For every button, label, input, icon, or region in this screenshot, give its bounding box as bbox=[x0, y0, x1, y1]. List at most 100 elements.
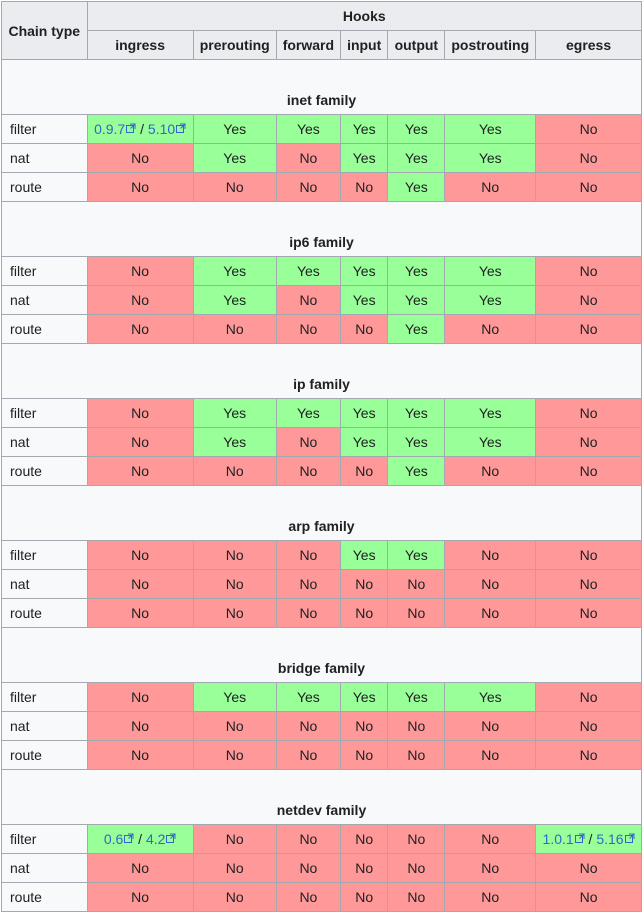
version-link[interactable]: 1.0.1 bbox=[543, 831, 585, 847]
support-cell-egress: No bbox=[535, 740, 642, 770]
table-row: route No No No No No No No bbox=[1, 598, 642, 628]
support-cell-postrouting: Yes bbox=[444, 285, 537, 315]
version-separator: / bbox=[136, 121, 148, 137]
support-cell-ingress: No bbox=[86, 398, 194, 428]
support-cell-egress: No bbox=[535, 398, 642, 428]
support-cell-output: Yes bbox=[387, 256, 446, 286]
support-cell-ingress: No bbox=[86, 285, 194, 315]
support-cell-postrouting: No bbox=[444, 569, 537, 599]
family-header-row: ip6 family bbox=[1, 201, 642, 257]
table-row: route No No No No Yes No No bbox=[1, 314, 642, 344]
support-cell-prerouting: No bbox=[192, 314, 277, 344]
support-cell-ingress: No bbox=[86, 711, 194, 741]
support-cell-prerouting: No bbox=[192, 740, 277, 770]
support-cell-egress: No bbox=[535, 256, 642, 286]
support-cell-ingress: No bbox=[86, 853, 194, 883]
support-cell-forward: No bbox=[275, 824, 342, 854]
support-cell-postrouting: No bbox=[444, 711, 537, 741]
chain-type-cell: filter bbox=[1, 824, 88, 854]
support-cell-prerouting: No bbox=[192, 711, 277, 741]
support-cell-egress: No bbox=[535, 853, 642, 883]
support-cell-postrouting: No bbox=[444, 882, 537, 912]
support-cell-ingress: No bbox=[86, 256, 194, 286]
support-cell-prerouting: No bbox=[192, 456, 277, 486]
support-cell-output: No bbox=[387, 569, 446, 599]
version-link-label: 0.9.7 bbox=[94, 121, 126, 137]
support-cell-egress: No bbox=[535, 172, 642, 202]
support-cell-input: No bbox=[340, 569, 389, 599]
table-row: route No No No No No No No bbox=[1, 882, 642, 912]
support-cell-prerouting: Yes bbox=[192, 398, 277, 428]
support-cell-input: No bbox=[340, 740, 389, 770]
support-cell-forward: Yes bbox=[275, 256, 342, 286]
support-cell-input: Yes bbox=[340, 540, 389, 570]
table-row: filter No No No Yes Yes No No bbox=[1, 540, 642, 570]
chain-type-cell: nat bbox=[1, 427, 88, 457]
version-link-label: 4.2 bbox=[145, 831, 166, 847]
chain-type-cell: filter bbox=[1, 114, 88, 144]
support-cell-input: No bbox=[340, 172, 389, 202]
support-cell-egress: No bbox=[535, 314, 642, 344]
support-cell-forward: No bbox=[275, 172, 342, 202]
table-row: nat No Yes No Yes Yes Yes No bbox=[1, 427, 642, 457]
support-cell-egress: No bbox=[535, 143, 642, 173]
support-cell-egress: No bbox=[535, 598, 642, 628]
support-cell-forward: Yes bbox=[275, 682, 342, 712]
support-cell-prerouting: No bbox=[192, 824, 277, 854]
support-cell-output: Yes bbox=[387, 682, 446, 712]
support-cell-prerouting: No bbox=[192, 540, 277, 570]
external-link-icon bbox=[126, 123, 136, 136]
support-cell-forward: No bbox=[275, 143, 342, 173]
support-cell-ingress: No bbox=[86, 143, 194, 173]
table-row: filter 0.6 / 4.2 No No No No No 1.0.1 / 5.16 bbox=[1, 824, 642, 854]
support-cell-output: No bbox=[387, 882, 446, 912]
support-cell-input: No bbox=[340, 824, 389, 854]
support-cell-input: No bbox=[340, 711, 389, 741]
table-row: route No No No No Yes No No bbox=[1, 172, 642, 202]
chain-type-cell: nat bbox=[1, 143, 88, 173]
support-cell-input: No bbox=[340, 853, 389, 883]
version-link[interactable]: 0.9.7 bbox=[94, 121, 136, 137]
chain-type-cell: filter bbox=[1, 398, 88, 428]
table-row: nat No No No No No No No bbox=[1, 569, 642, 599]
column-header-postrouting: postrouting bbox=[444, 30, 537, 60]
chain-type-cell: nat bbox=[1, 569, 88, 599]
support-cell-output: Yes bbox=[387, 314, 446, 344]
version-link[interactable]: 0.6 bbox=[104, 831, 134, 847]
support-cell-postrouting: No bbox=[444, 740, 537, 770]
table-row: nat No No No No No No No bbox=[1, 853, 642, 883]
chain-type-cell: filter bbox=[1, 256, 88, 286]
external-link-icon bbox=[624, 833, 635, 846]
chain-type-cell: nat bbox=[1, 853, 88, 883]
support-cell-output: Yes bbox=[387, 427, 446, 457]
family-title: inet family bbox=[1, 59, 642, 115]
support-cell-input: Yes bbox=[340, 285, 389, 315]
support-cell-egress: No bbox=[535, 456, 642, 486]
version-link[interactable]: 4.2 bbox=[146, 831, 176, 847]
version-link[interactable]: 5.16 bbox=[596, 831, 635, 847]
support-cell-postrouting: No bbox=[444, 314, 537, 344]
support-cell-forward: No bbox=[275, 285, 342, 315]
support-cell-ingress: No bbox=[86, 540, 194, 570]
chain-type-cell: route bbox=[1, 314, 88, 344]
support-cell-postrouting: No bbox=[444, 824, 537, 854]
version-separator: / bbox=[134, 831, 146, 847]
table-header: Chain type Hooks ingress prerouting forw… bbox=[1, 1, 642, 60]
support-cell-input: Yes bbox=[340, 398, 389, 428]
support-cell-egress: No bbox=[535, 711, 642, 741]
version-link[interactable]: 5.10 bbox=[148, 121, 186, 137]
support-cell-forward: No bbox=[275, 853, 342, 883]
support-cell-egress: No bbox=[535, 114, 642, 144]
version-link-label: 5.10 bbox=[147, 121, 176, 137]
support-cell-output: Yes bbox=[387, 285, 446, 315]
version-link-label: 0.6 bbox=[103, 831, 124, 847]
support-cell-input: Yes bbox=[340, 256, 389, 286]
table-row: filter No Yes Yes Yes Yes Yes No bbox=[1, 398, 642, 428]
external-link-icon bbox=[166, 833, 176, 846]
table-row: filter No Yes Yes Yes Yes Yes No bbox=[1, 256, 642, 286]
support-cell-output: Yes bbox=[387, 456, 446, 486]
chain-type-cell: route bbox=[1, 740, 88, 770]
support-cell-egress: 1.0.1 / 5.16 bbox=[535, 824, 642, 854]
support-cell-egress: No bbox=[535, 882, 642, 912]
support-cell-prerouting: No bbox=[192, 569, 277, 599]
